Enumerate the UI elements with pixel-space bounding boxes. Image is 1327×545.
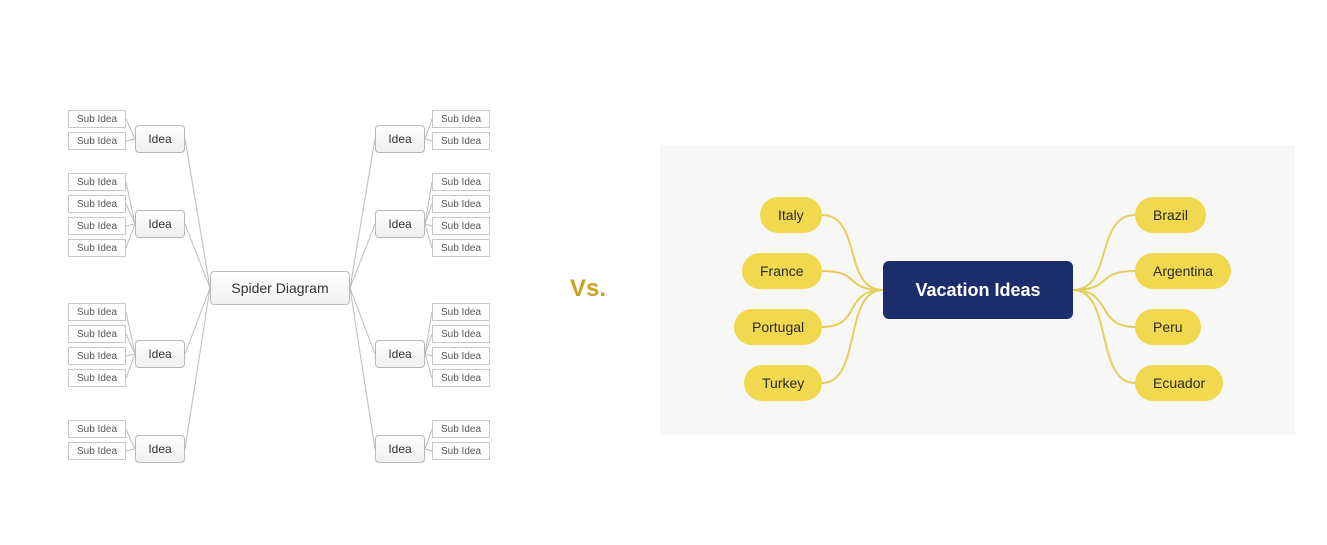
spider-subidea-node: Sub Idea	[68, 325, 126, 343]
mindmap-diagram: Vacation Ideas Italy France Portugal Turkey…	[660, 145, 1295, 435]
mindmap-center-node: Vacation Ideas	[883, 261, 1073, 319]
spider-idea-node: Idea	[375, 435, 425, 463]
mindmap-node: Peru	[1135, 309, 1201, 345]
spider-subidea-node: Sub Idea	[432, 110, 490, 128]
spider-subidea-node: Sub Idea	[68, 442, 126, 460]
spider-idea-node: Idea	[135, 125, 185, 153]
spider-subidea-node: Sub Idea	[68, 217, 126, 235]
spider-subidea-node: Sub Idea	[68, 303, 126, 321]
mindmap-node: France	[742, 253, 822, 289]
spider-subidea-node: Sub Idea	[432, 325, 490, 343]
spider-subidea-node: Sub Idea	[68, 173, 126, 191]
spider-subidea-node: Sub Idea	[432, 195, 490, 213]
spider-idea-node: Idea	[375, 210, 425, 238]
versus-label: Vs.	[570, 275, 606, 303]
spider-subidea-node: Sub Idea	[68, 195, 126, 213]
comparison-stage: Spider Diagram Idea Sub Idea Sub Idea Idea S…	[0, 0, 1327, 545]
spider-subidea-node: Sub Idea	[68, 347, 126, 365]
spider-subidea-node: Sub Idea	[432, 347, 490, 365]
spider-subidea-node: Sub Idea	[432, 173, 490, 191]
spider-idea-node: Idea	[375, 340, 425, 368]
spider-subidea-node: Sub Idea	[432, 239, 490, 257]
spider-subidea-node: Sub Idea	[68, 420, 126, 438]
spider-subidea-node: Sub Idea	[68, 110, 126, 128]
mindmap-node: Ecuador	[1135, 365, 1223, 401]
mindmap-node: Portugal	[734, 309, 822, 345]
mindmap-node: Brazil	[1135, 197, 1206, 233]
spider-idea-node: Idea	[375, 125, 425, 153]
spider-diagram: Spider Diagram Idea Sub Idea Sub Idea Idea S…	[30, 95, 530, 480]
spider-subidea-node: Sub Idea	[432, 217, 490, 235]
spider-subidea-node: Sub Idea	[432, 303, 490, 321]
spider-subidea-node: Sub Idea	[432, 442, 490, 460]
spider-subidea-node: Sub Idea	[432, 132, 490, 150]
spider-subidea-node: Sub Idea	[68, 239, 126, 257]
mindmap-node: Argentina	[1135, 253, 1231, 289]
mindmap-node: Turkey	[744, 365, 822, 401]
spider-idea-node: Idea	[135, 340, 185, 368]
mindmap-node: Italy	[760, 197, 822, 233]
spider-subidea-node: Sub Idea	[432, 369, 490, 387]
spider-subidea-node: Sub Idea	[432, 420, 490, 438]
spider-subidea-node: Sub Idea	[68, 132, 126, 150]
spider-idea-node: Idea	[135, 435, 185, 463]
spider-idea-node: Idea	[135, 210, 185, 238]
spider-subidea-node: Sub Idea	[68, 369, 126, 387]
spider-center-node: Spider Diagram	[210, 271, 350, 305]
